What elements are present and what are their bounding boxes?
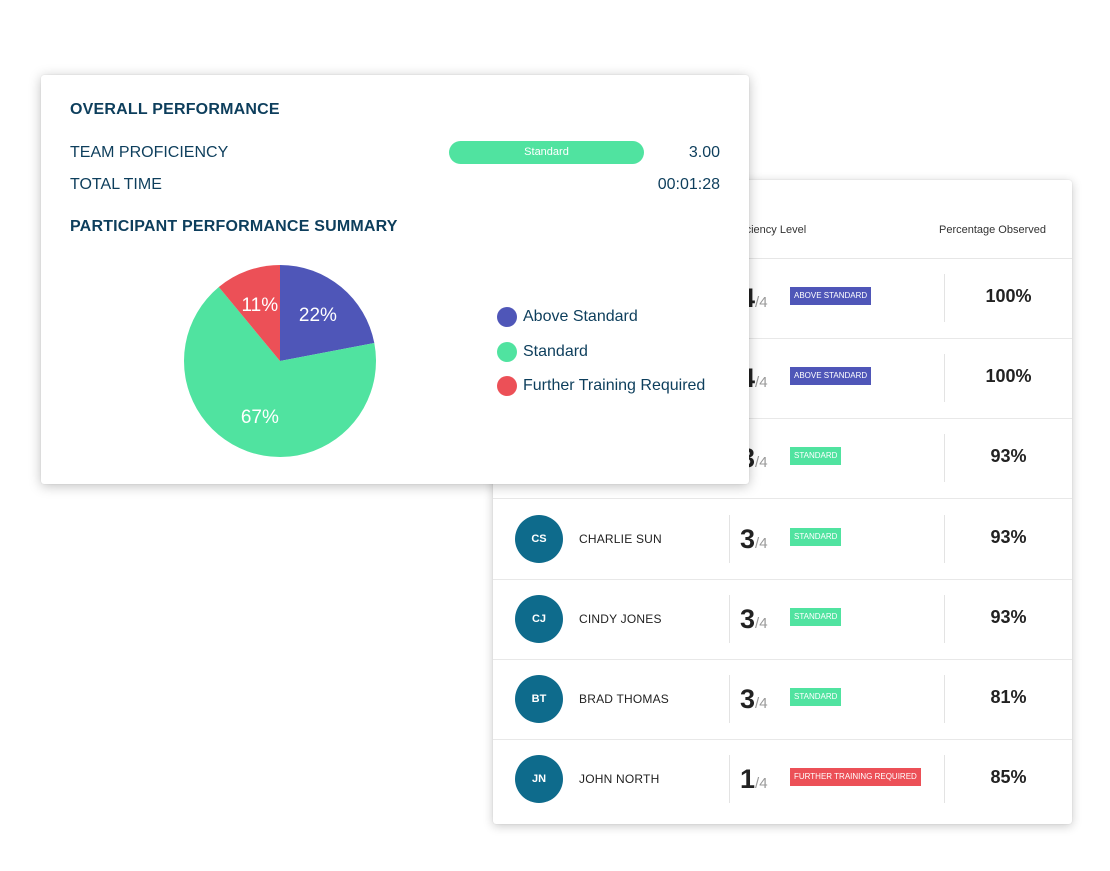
pie-legend: Above Standard Standard Further Training R… bbox=[497, 300, 705, 404]
legend-label: Further Training Required bbox=[523, 377, 706, 395]
participant-table-card: Proficiency Level Percentage Observed 4/… bbox=[493, 180, 1072, 824]
percentage-observed: 93% bbox=[990, 446, 1027, 467]
team-proficiency-badge: Standard bbox=[449, 141, 644, 164]
avatar: CJ bbox=[515, 594, 563, 643]
legend-color-dot bbox=[497, 376, 517, 397]
percentage-observed: 100% bbox=[985, 366, 1032, 387]
column-divider bbox=[729, 755, 730, 804]
pie-slice-further-training-required bbox=[218, 265, 280, 361]
column-divider bbox=[944, 274, 945, 322]
table-row[interactable]: JN JOHN NORTH 1/4 FURTHER TRAINING REQUIRED… bbox=[493, 739, 1072, 819]
legend-item: Above Standard bbox=[497, 300, 705, 335]
score-value: 1 bbox=[740, 764, 756, 795]
proficiency-badge: ABOVE STANDARD bbox=[790, 287, 872, 305]
score-max: /4 bbox=[755, 614, 768, 632]
percentage-observed: 93% bbox=[990, 526, 1027, 547]
percentage-observed: 93% bbox=[990, 606, 1027, 627]
pie-slice-above-standard bbox=[280, 265, 375, 361]
proficiency-score: 3/4 bbox=[740, 524, 768, 555]
proficiency-badge: STANDARD bbox=[790, 527, 842, 546]
proficiency-badge: STANDARD bbox=[790, 447, 842, 466]
participant-name[interactable]: CHARLIE SUN bbox=[579, 531, 662, 546]
team-proficiency-value: 3.00 bbox=[688, 144, 720, 161]
participant-summary-title: PARTICIPANT PERFORMANCE SUMMARY bbox=[70, 218, 398, 235]
pie-slice-label: 22% bbox=[299, 305, 337, 326]
column-divider bbox=[944, 514, 945, 563]
score-value: 3 bbox=[740, 523, 756, 554]
column-divider bbox=[944, 434, 945, 483]
proficiency-score: 3/4 bbox=[740, 684, 768, 715]
avatar: BT bbox=[515, 675, 563, 723]
legend-item: Further Training Required bbox=[497, 369, 705, 404]
pie-svg: 22% 67% 11% bbox=[184, 265, 376, 457]
overall-performance-title: OVERALL PERFORMANCE bbox=[70, 101, 280, 118]
percentage-observed: 81% bbox=[990, 687, 1027, 707]
legend-item: Standard bbox=[497, 335, 705, 370]
legend-label: Above Standard bbox=[523, 308, 638, 326]
table-row[interactable]: CS CHARLIE SUN 3/4 STANDARD 93% bbox=[493, 499, 1072, 580]
participant-name[interactable]: BRAD THOMAS bbox=[579, 692, 669, 706]
proficiency-badge: FURTHER TRAINING REQUIRED bbox=[790, 768, 921, 787]
total-time-value: 00:01:28 bbox=[657, 176, 720, 193]
proficiency-score: 1/4 bbox=[740, 764, 768, 795]
table-row[interactable]: CJ CINDY JONES 3/4 STANDARD 93% bbox=[493, 579, 1072, 660]
pie-slice-standard bbox=[184, 287, 376, 457]
table-row[interactable]: BT BRAD THOMAS 3/4 STANDARD 81% bbox=[493, 659, 1072, 740]
column-divider bbox=[944, 594, 945, 643]
column-divider bbox=[944, 354, 945, 403]
proficiency-badge: ABOVE STANDARD bbox=[790, 367, 872, 386]
column-divider bbox=[729, 594, 730, 643]
legend-color-dot bbox=[497, 341, 517, 362]
participant-name[interactable]: JOHN NORTH bbox=[579, 772, 660, 787]
score-max: /4 bbox=[755, 534, 768, 552]
column-header-percentage-observed[interactable]: Percentage Observed bbox=[938, 224, 1046, 236]
pie-slice-label: 67% bbox=[241, 407, 279, 428]
percentage-observed: 100% bbox=[985, 286, 1032, 306]
proficiency-score: 3/4 bbox=[740, 604, 768, 635]
score-value: 3 bbox=[740, 603, 756, 634]
total-time-label: TOTAL TIME bbox=[70, 176, 162, 193]
proficiency-badge: STANDARD bbox=[790, 688, 842, 706]
avatar: JN bbox=[515, 755, 563, 804]
percentage-observed: 85% bbox=[990, 767, 1027, 788]
score-max: /4 bbox=[755, 695, 768, 712]
avatar: CS bbox=[515, 514, 563, 563]
pie-slice-label: 11% bbox=[242, 295, 279, 316]
proficiency-badge: STANDARD bbox=[790, 607, 842, 626]
score-value: 3 bbox=[740, 684, 756, 714]
score-max: /4 bbox=[755, 775, 768, 793]
legend-color-dot bbox=[497, 307, 517, 328]
overall-performance-card: OVERALL PERFORMANCE TEAM PROFICIENCY Sta… bbox=[41, 75, 749, 484]
column-divider bbox=[729, 514, 730, 563]
team-proficiency-label: TEAM PROFICIENCY bbox=[70, 144, 229, 161]
legend-label: Standard bbox=[523, 342, 588, 360]
performance-pie-chart: 22% 67% 11% bbox=[181, 262, 379, 460]
score-max: /4 bbox=[755, 294, 768, 311]
column-divider bbox=[944, 755, 945, 804]
score-max: /4 bbox=[755, 454, 768, 472]
column-divider bbox=[944, 675, 945, 723]
participant-name[interactable]: CINDY JONES bbox=[579, 611, 662, 626]
column-divider bbox=[729, 675, 730, 723]
score-max: /4 bbox=[755, 374, 768, 392]
